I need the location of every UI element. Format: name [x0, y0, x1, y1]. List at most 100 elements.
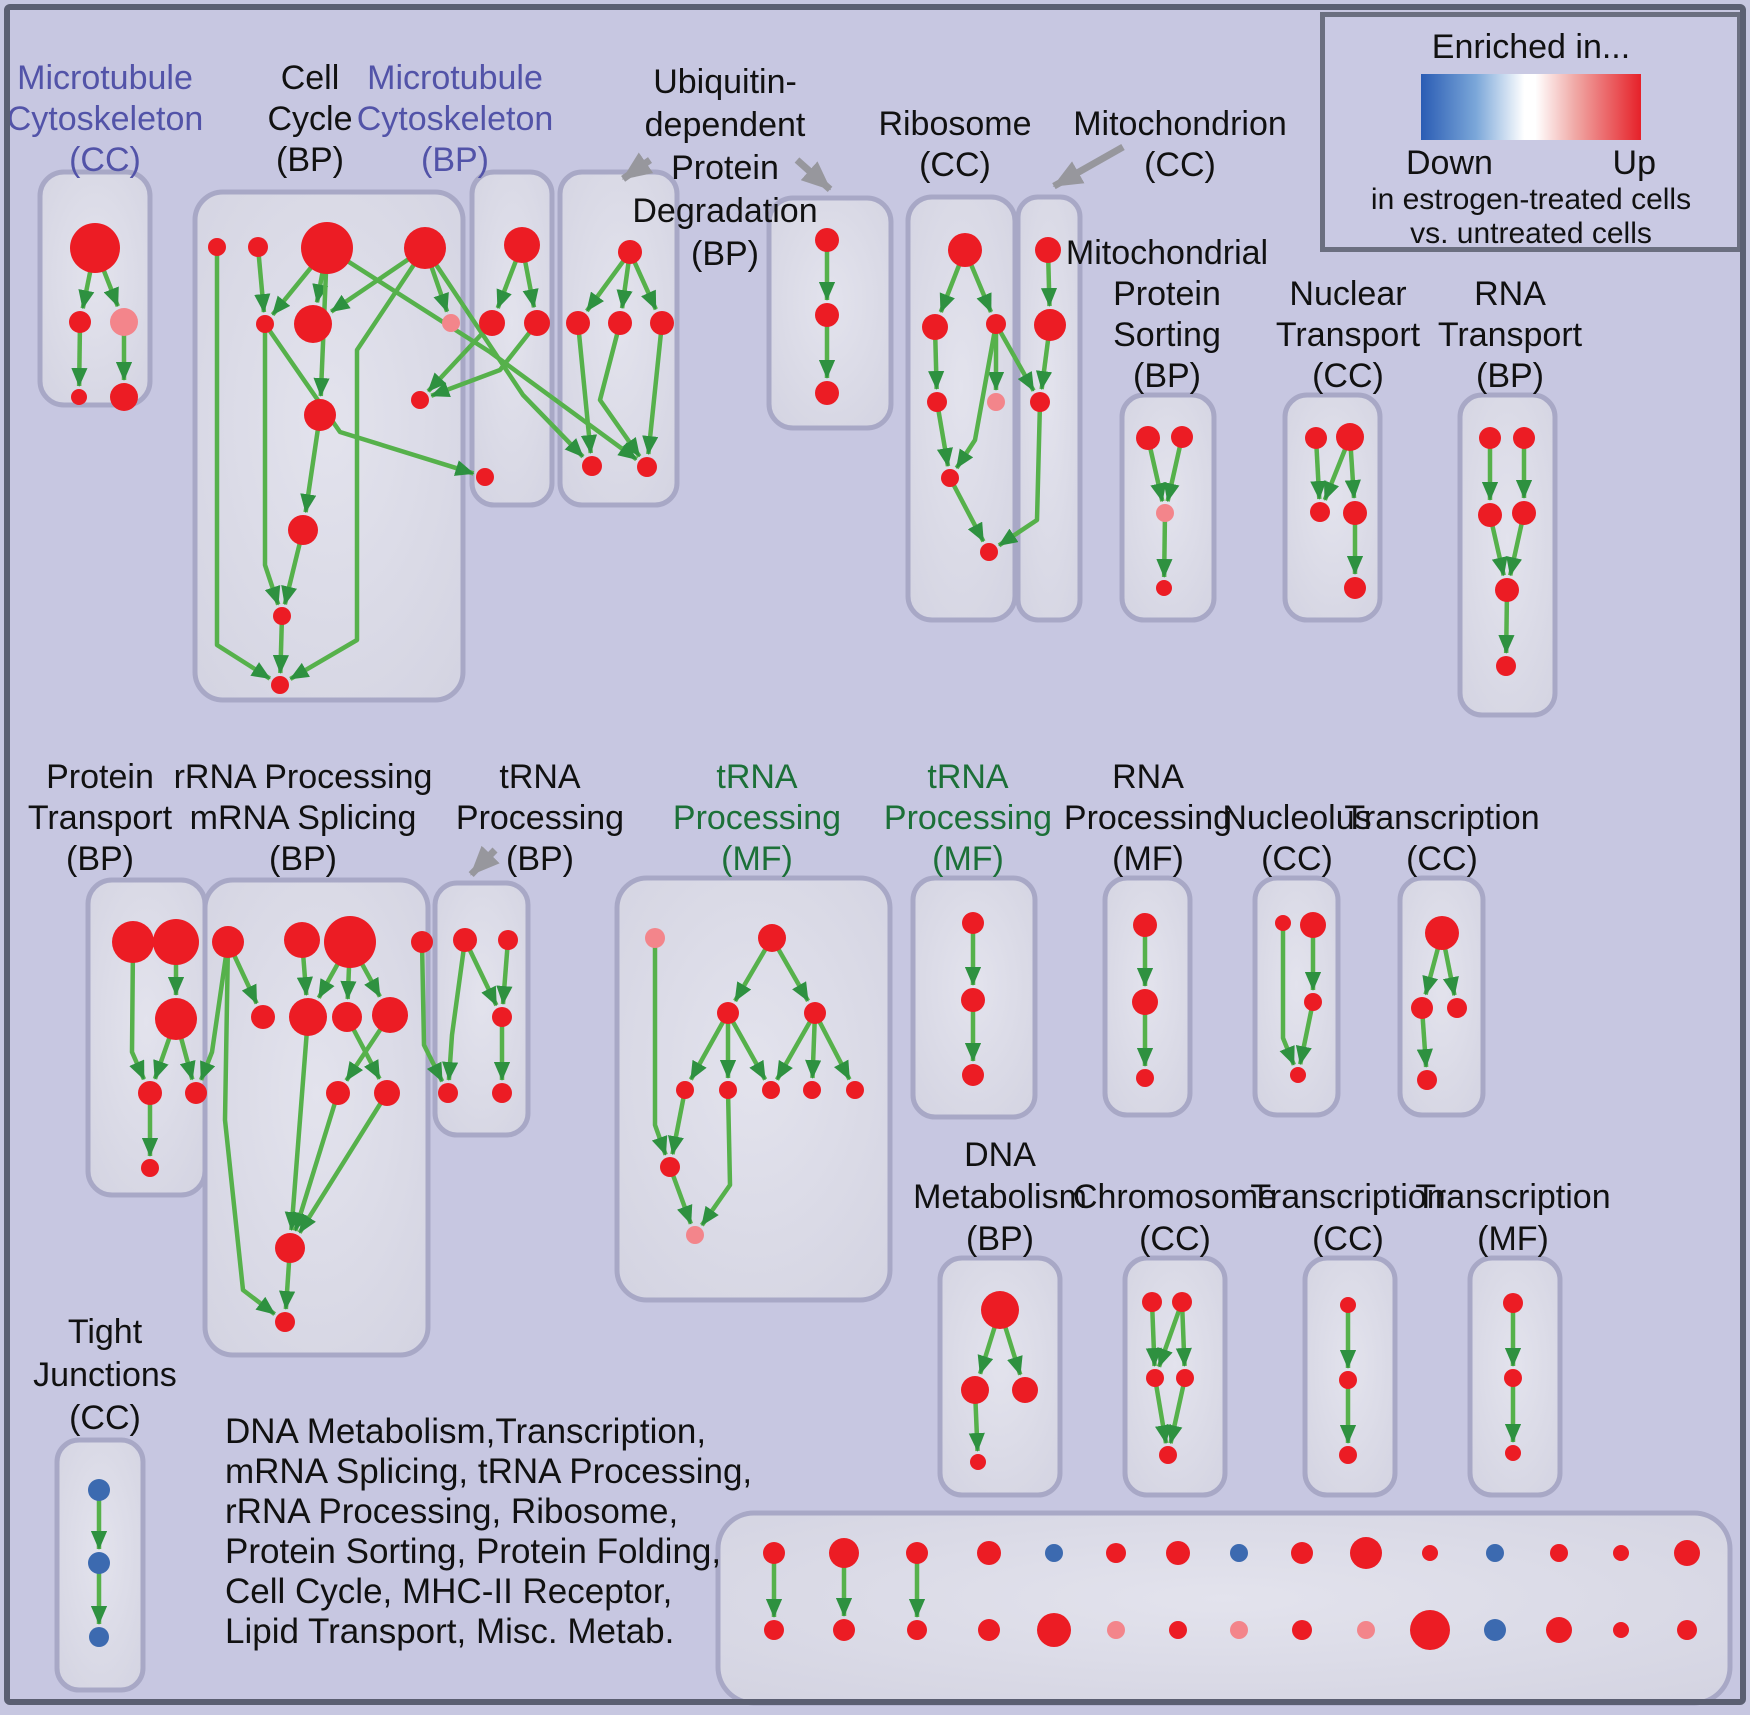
label-line: (MF): [932, 839, 1004, 878]
label-ubiq: Ubiquitin-dependent Protein Degradation (BP…: [495, 61, 955, 276]
label-line: Microtubule: [367, 58, 543, 97]
label-line: Cycle: [267, 99, 353, 138]
gene-node-nu-b: [1290, 1067, 1306, 1083]
label-line: Microtubule: [17, 58, 193, 97]
gene-node-tm-r5: [846, 1081, 864, 1099]
gene-node-dm-l: [961, 1376, 989, 1404]
label-nuctrans: Nuclear Transport (CC): [1118, 274, 1578, 397]
label-line: mRNA Splicing: [189, 798, 417, 837]
label-line: (BP): [506, 839, 574, 878]
gene-node-rt-tr: [1513, 427, 1535, 449]
gene-node-ub2-t: [815, 228, 839, 252]
label-line: (BP): [691, 234, 759, 273]
label-trnamf2: tRNA Processing (MF): [738, 757, 1198, 880]
gene-node-mito-m: [1034, 309, 1066, 341]
label-line: (CC): [69, 140, 141, 179]
label-line: Nuclear: [1289, 274, 1407, 313]
label-transmf: Transcription (MF): [1283, 1176, 1743, 1260]
label-line: Nucleolus: [1222, 798, 1372, 837]
gene-node-ms-b: [1156, 580, 1172, 596]
gene-node-rt-b: [1496, 656, 1516, 676]
label-line: Processing: [1063, 798, 1233, 837]
relation-arrow: [994, 322, 1036, 392]
label-line: Transport: [1437, 315, 1583, 354]
cluster-list-text: DNA Metabolism,Transcription, mRNA Splici…: [225, 1412, 752, 1652]
label-line: (CC): [69, 1398, 141, 1437]
gene-node-rib-b: [980, 543, 998, 561]
relation-arrow: [1175, 1301, 1192, 1367]
label-line: Mitochondrial: [1065, 233, 1269, 272]
label-line: Sorting: [1113, 315, 1221, 354]
gene-node-bw-t13: [1550, 1544, 1568, 1562]
gene-node-rr-k: [275, 1233, 305, 1263]
relation-arrow: [198, 941, 231, 1081]
label-mitochondrion: Mitochondrion (CC): [950, 104, 1410, 186]
relation-arrow: [272, 615, 289, 674]
gene-node-rr-b: [284, 922, 320, 958]
gene-node-bw-b11: [1410, 1610, 1450, 1650]
label-trnabp: tRNA Processing (BP): [310, 757, 770, 880]
gene-node-ch-ml: [1146, 1369, 1164, 1387]
legend-endpoints: Down Up: [1406, 144, 1656, 183]
label-line: tRNA: [716, 757, 798, 796]
legend-down-label: Down: [1406, 144, 1493, 182]
gene-node-rp-b: [1136, 1069, 1154, 1087]
label-line: Processing: [455, 798, 625, 837]
cluster-list-line: Lipid Transport, Misc. Metab.: [225, 1612, 675, 1651]
gene-node-rib-r: [986, 314, 1006, 334]
gene-node-tc-t: [1425, 916, 1459, 950]
label-line: dependent: [644, 105, 806, 144]
gene-node-bw-t4: [977, 1541, 1001, 1565]
gene-node-rr-c: [324, 916, 376, 968]
pointer-arrow: [621, 152, 654, 182]
gene-node-cc-g: [442, 314, 460, 332]
label-line: Processing: [883, 798, 1053, 837]
label-prottrans: Protein Transport (BP): [0, 757, 330, 880]
relation-arrow: [642, 322, 665, 455]
label-nucleolus: Nucleolus (CC): [1067, 798, 1527, 880]
gene-node-ms-tr: [1171, 426, 1193, 448]
go-box-transcc: [1397, 875, 1486, 1118]
label-line: (CC): [1312, 356, 1384, 395]
relation-arrow: [423, 246, 585, 459]
label-dnamet: DNA Metabolism (BP): [770, 1134, 1230, 1260]
go-box-bottomwide: [715, 1510, 1733, 1706]
relation-arrow: [214, 247, 272, 681]
gene-node-bw-b5: [1037, 1613, 1071, 1647]
gene-node-mito-x: [1030, 392, 1050, 412]
label-line: Cytoskeleton: [6, 99, 204, 138]
gene-node-bw-t6: [1106, 1543, 1126, 1563]
gene-node-cc-f: [294, 305, 332, 343]
relation-arrow: [651, 938, 668, 1156]
label-line: Ribosome: [878, 104, 1032, 143]
relation-arrow: [954, 323, 999, 470]
gene-node-ms-tl: [1136, 426, 1160, 450]
gene-node-bw-b10: [1357, 1621, 1375, 1639]
cluster-list-line: Cell Cycle, MHC-II Receptor,: [225, 1572, 673, 1611]
gene-node-nu-tl: [1275, 915, 1291, 931]
label-line: (CC): [1261, 839, 1333, 878]
label-cellcycle: Cell Cycle (BP): [80, 58, 540, 181]
gene-node-rp-t: [1133, 913, 1157, 937]
gene-node-nt-b: [1344, 577, 1366, 599]
gene-node-tm-r4: [803, 1081, 821, 1099]
legend-note-1: in estrogen-treated cells: [1370, 183, 1692, 216]
gene-node-pt-t2: [153, 919, 199, 965]
label-trnamf1: tRNA Processing (MF): [527, 757, 987, 880]
gene-node-nt-mr: [1343, 501, 1367, 525]
relation-arrow: [262, 324, 281, 606]
label-line: rRNA Processing: [173, 757, 433, 796]
gene-node-ub1-m2: [608, 311, 632, 335]
gene-node-bw-t8: [1230, 1544, 1248, 1562]
gene-node-tb-tr: [498, 930, 518, 950]
gene-node-tm-m2: [660, 1157, 680, 1177]
label-line: RNA: [1112, 757, 1184, 796]
gene-node-rr-l: [275, 1312, 295, 1332]
gene-node-mtcc-l: [69, 311, 91, 333]
gene-node-rr-d: [411, 931, 433, 953]
gene-node-pt-m: [155, 998, 197, 1040]
relation-arrow: [1295, 1001, 1316, 1066]
gene-node-tb-bl: [438, 1083, 458, 1103]
label-line: (CC): [1406, 839, 1478, 878]
label-line: Protein: [46, 757, 154, 796]
